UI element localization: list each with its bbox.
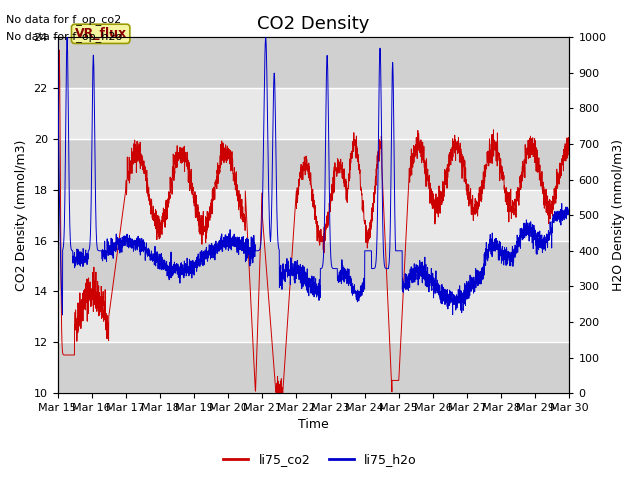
Y-axis label: H2O Density (mmol/m3): H2O Density (mmol/m3) [612,139,625,291]
Text: No data for f_op_h2o: No data for f_op_h2o [6,31,123,42]
Text: No data for f_op_co2: No data for f_op_co2 [6,14,122,25]
Bar [58,240,570,291]
Bar [58,190,570,240]
Bar [58,37,570,88]
Bar [58,342,570,393]
Bar [58,139,570,190]
Y-axis label: CO2 Density (mmol/m3): CO2 Density (mmol/m3) [15,140,28,291]
Text: VR_flux: VR_flux [75,27,127,40]
X-axis label: Time: Time [298,419,329,432]
Bar [58,291,570,342]
Title: CO2 Density: CO2 Density [257,15,370,33]
Bar [58,88,570,139]
Legend: li75_co2, li75_h2o: li75_co2, li75_h2o [218,448,422,471]
